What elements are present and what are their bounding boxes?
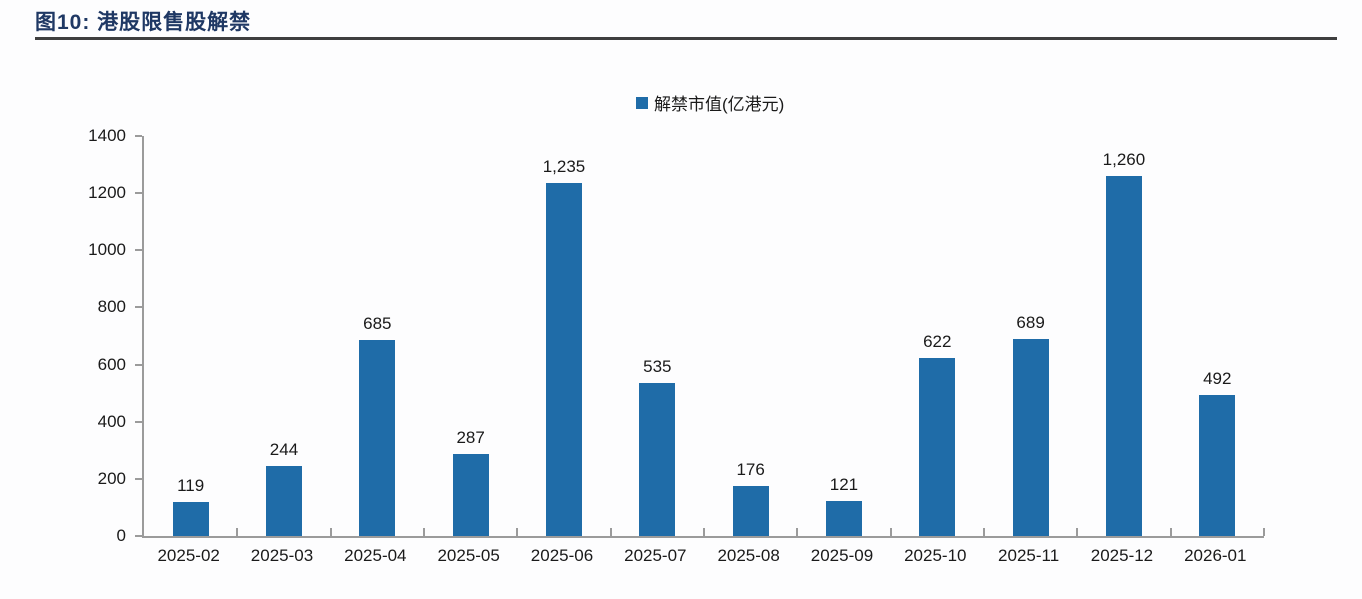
- y-tick-mark: [135, 363, 142, 366]
- x-tick-label: 2025-02: [157, 546, 220, 565]
- bar-value-label: 119: [177, 476, 205, 495]
- x-tick-mark: [1076, 528, 1079, 536]
- y-tick-mark: [135, 135, 142, 137]
- bar-group: 685: [331, 136, 424, 536]
- x-tick-mark: [703, 528, 705, 536]
- x-tick-label: 2025-09: [810, 546, 874, 565]
- bar: [1012, 339, 1049, 536]
- y-tick-label: 400: [97, 411, 126, 431]
- bar-value-label: 1,235: [542, 157, 586, 177]
- bar-group: 1,235: [517, 136, 610, 536]
- bar-group: 622: [891, 136, 984, 536]
- y-tick-label: 1400: [88, 126, 126, 145]
- y-tick-mark: [135, 306, 142, 309]
- bar-value-label: 244: [269, 440, 299, 460]
- x-tick-label: 2026-01: [1184, 546, 1247, 565]
- y-tick-label: 200: [97, 468, 126, 488]
- bar: [172, 502, 209, 536]
- x-tick-label: 2025-12: [1090, 546, 1154, 565]
- bar: [265, 466, 302, 536]
- bar-value-label: 176: [736, 459, 765, 479]
- x-tick-mark: [236, 528, 239, 536]
- bar: [1105, 176, 1142, 536]
- x-tick-mark: [796, 528, 799, 536]
- bar-group: 535: [611, 136, 704, 536]
- x-tick-mark: [329, 528, 332, 536]
- bar-value-label: 287: [456, 428, 485, 447]
- chart-legend: 解禁市值(亿港元): [636, 90, 784, 115]
- bar-value-label: 121: [829, 475, 859, 495]
- x-tick-mark: [889, 528, 892, 536]
- x-axis-labels: 2025-02 2025-03 2025-04 2025-05 2025-06 2025-…: [142, 546, 1262, 566]
- y-tick-label: 1200: [88, 183, 126, 203]
- x-tick-mark: [1263, 528, 1265, 536]
- legend-marker-icon: [636, 96, 648, 109]
- bar: [545, 183, 582, 536]
- bar-group: 176: [704, 136, 797, 536]
- bar-group: 689: [984, 136, 1077, 536]
- bar-group: 492: [1171, 136, 1264, 536]
- bar: [732, 485, 769, 536]
- x-tick-label: 2025-10: [904, 546, 967, 565]
- x-tick-mark: [1169, 528, 1172, 536]
- bar-value-label: 535: [643, 357, 672, 377]
- bar: [825, 501, 862, 536]
- bar-group: 121: [797, 136, 890, 536]
- y-tick-label: 0: [116, 526, 126, 545]
- bar: [919, 358, 956, 536]
- y-tick-label: 600: [97, 354, 126, 374]
- bar: [452, 454, 489, 536]
- y-tick-label: 1000: [88, 240, 126, 260]
- y-tick-mark: [135, 477, 142, 480]
- bar-group: 119: [144, 136, 237, 536]
- x-tick-mark: [423, 528, 425, 536]
- bar-group: 1,260: [1077, 136, 1170, 536]
- bar: [639, 383, 676, 536]
- x-tick-label: 2025-07: [624, 546, 687, 565]
- x-tick-mark: [516, 528, 519, 536]
- x-tick-label: 2025-11: [998, 546, 1060, 565]
- bar: [359, 340, 396, 536]
- bar: [1199, 395, 1236, 536]
- x-tick-mark: [983, 528, 985, 536]
- legend-label: 解禁市值(亿港元): [654, 95, 785, 114]
- bar-value-label: 622: [923, 332, 952, 352]
- x-tick-label: 2025-08: [717, 546, 780, 565]
- x-tick-label: 2025-04: [344, 546, 407, 565]
- y-tick-label: 800: [97, 297, 126, 317]
- y-tick-mark: [135, 535, 142, 537]
- y-tick-mark: [135, 249, 142, 252]
- bar-value-label: 689: [1016, 313, 1045, 333]
- title-underline: [35, 37, 1337, 40]
- x-tick-mark: [609, 528, 612, 536]
- bar-value-label: 685: [363, 314, 392, 334]
- y-tick-mark: [135, 192, 142, 195]
- figure-title: 图10: 港股限售股解禁: [35, 11, 252, 34]
- x-tick-label: 2025-03: [250, 546, 314, 565]
- bar-group: 244: [237, 136, 330, 536]
- bar-group: 287: [424, 136, 517, 536]
- bar-value-label: 1,260: [1102, 150, 1146, 169]
- y-tick-mark: [135, 420, 142, 423]
- x-tick-label: 2025-06: [530, 546, 594, 565]
- plot-area: 119 244 685 287 1,235 535 176 121 622 689 1,260 492: [142, 136, 1265, 538]
- x-tick-label: 2025-05: [437, 546, 500, 565]
- bar-value-label: 492: [1203, 369, 1232, 389]
- y-axis: 1400 1200 1000 800 600 400 200 0: [0, 126, 142, 545]
